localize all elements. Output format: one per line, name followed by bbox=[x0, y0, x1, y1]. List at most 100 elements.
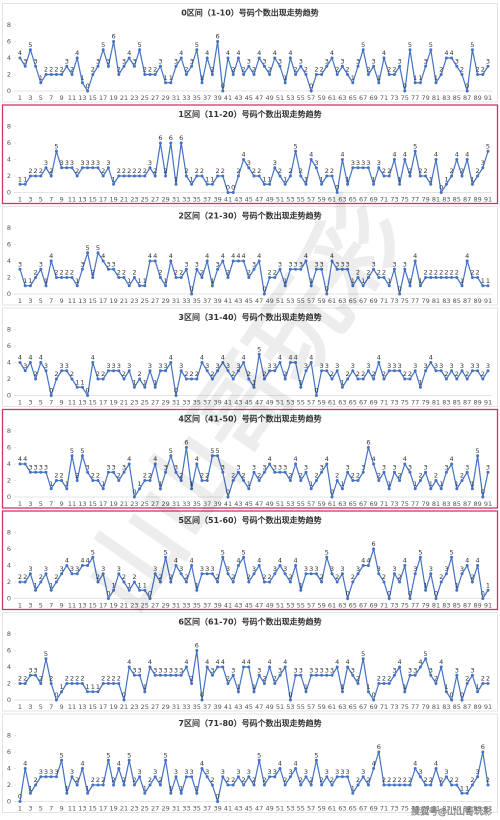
data-label: 4 bbox=[153, 455, 157, 463]
x-tick-label: 41 bbox=[224, 500, 232, 508]
data-label: 4 bbox=[18, 354, 22, 362]
data-label: 3 bbox=[252, 565, 256, 573]
data-label: 1 bbox=[195, 784, 199, 792]
data-label: 1 bbox=[23, 277, 27, 285]
point bbox=[205, 479, 209, 482]
data-label: 1 bbox=[205, 175, 209, 183]
point bbox=[273, 56, 277, 60]
point bbox=[242, 665, 246, 669]
data-label: 2 bbox=[195, 167, 199, 175]
x-tick-label: 71 bbox=[380, 297, 388, 305]
x-tick-label: 27 bbox=[151, 602, 159, 610]
data-label: 2 bbox=[335, 66, 339, 74]
data-label: 1 bbox=[153, 378, 157, 386]
x-tick-label: 65 bbox=[349, 805, 357, 813]
x-tick-label: 57 bbox=[307, 94, 315, 102]
point bbox=[470, 580, 474, 584]
point bbox=[236, 56, 240, 60]
point bbox=[174, 564, 178, 567]
data-label: 2 bbox=[268, 573, 272, 581]
point bbox=[444, 182, 448, 186]
x-tick-label: 59 bbox=[317, 602, 325, 610]
data-label: 4 bbox=[403, 455, 407, 463]
x-tick-label: 17 bbox=[99, 602, 107, 610]
point bbox=[476, 775, 480, 779]
data-label: 2 bbox=[18, 675, 22, 683]
point bbox=[169, 791, 173, 795]
point bbox=[153, 174, 157, 178]
point bbox=[65, 276, 69, 279]
point bbox=[262, 470, 266, 474]
point bbox=[486, 783, 490, 787]
data-label: 1 bbox=[247, 480, 251, 488]
point bbox=[231, 783, 235, 787]
data-label: 1 bbox=[158, 480, 162, 488]
data-label: 3 bbox=[320, 463, 324, 471]
x-tick-label: 3 bbox=[28, 399, 32, 407]
x-tick-label: 89 bbox=[473, 805, 481, 813]
point bbox=[382, 783, 386, 787]
point bbox=[398, 182, 402, 186]
data-label: 4 bbox=[205, 252, 209, 260]
data-label: 3 bbox=[346, 768, 350, 776]
x-tick-label: 61 bbox=[328, 703, 336, 711]
x-tick-label: 79 bbox=[421, 805, 429, 813]
point bbox=[346, 597, 350, 600]
data-label: 3 bbox=[377, 159, 381, 167]
y-tick-label: 6 bbox=[7, 241, 11, 249]
point bbox=[106, 166, 110, 170]
point bbox=[429, 572, 433, 576]
point bbox=[65, 64, 69, 68]
y-tick-label: 8 bbox=[7, 224, 11, 232]
point bbox=[413, 259, 417, 263]
point bbox=[413, 767, 417, 770]
point bbox=[335, 479, 339, 482]
data-label: 3 bbox=[179, 565, 183, 573]
point bbox=[481, 495, 485, 499]
x-tick-label: 81 bbox=[432, 196, 440, 204]
data-label: 2 bbox=[335, 573, 339, 581]
point bbox=[325, 462, 329, 466]
point bbox=[486, 682, 490, 685]
chart-title: 6区间（61-70）号码个数出现走势趋势 bbox=[178, 617, 321, 627]
point bbox=[34, 377, 38, 381]
point bbox=[398, 479, 402, 482]
point bbox=[106, 470, 110, 474]
data-label: 4 bbox=[346, 658, 350, 666]
point bbox=[44, 657, 48, 661]
point bbox=[309, 361, 313, 364]
data-label: 2 bbox=[132, 269, 136, 277]
data-label: 2 bbox=[132, 573, 136, 581]
data-label: 0 bbox=[325, 285, 329, 293]
point bbox=[54, 698, 58, 702]
point bbox=[86, 89, 90, 93]
point bbox=[351, 166, 355, 170]
point bbox=[429, 361, 433, 364]
data-label: 0 bbox=[148, 590, 152, 598]
data-label: 1 bbox=[351, 277, 355, 285]
point bbox=[44, 775, 48, 779]
point bbox=[299, 174, 303, 178]
data-label: 4 bbox=[205, 49, 209, 57]
data-label: 3 bbox=[320, 260, 324, 268]
data-label: 2 bbox=[403, 776, 407, 784]
data-label: 0 bbox=[465, 82, 469, 90]
data-label: 3 bbox=[356, 565, 360, 573]
point bbox=[60, 73, 64, 76]
point bbox=[23, 682, 27, 685]
data-label: 1 bbox=[460, 784, 464, 792]
point bbox=[216, 369, 220, 373]
y-tick-label: 6 bbox=[7, 748, 11, 756]
data-label: 3 bbox=[174, 57, 178, 65]
data-label: 5 bbox=[486, 142, 490, 150]
point bbox=[23, 369, 27, 373]
data-label: 1 bbox=[164, 74, 168, 82]
x-tick-label: 7 bbox=[49, 94, 53, 102]
data-label: 5 bbox=[70, 447, 74, 455]
data-label: 2 bbox=[60, 472, 64, 480]
point bbox=[65, 682, 69, 685]
data-label: 2 bbox=[200, 472, 204, 480]
data-label: 2 bbox=[231, 66, 235, 74]
data-label: 2 bbox=[434, 472, 438, 480]
data-label: 2 bbox=[408, 370, 412, 378]
